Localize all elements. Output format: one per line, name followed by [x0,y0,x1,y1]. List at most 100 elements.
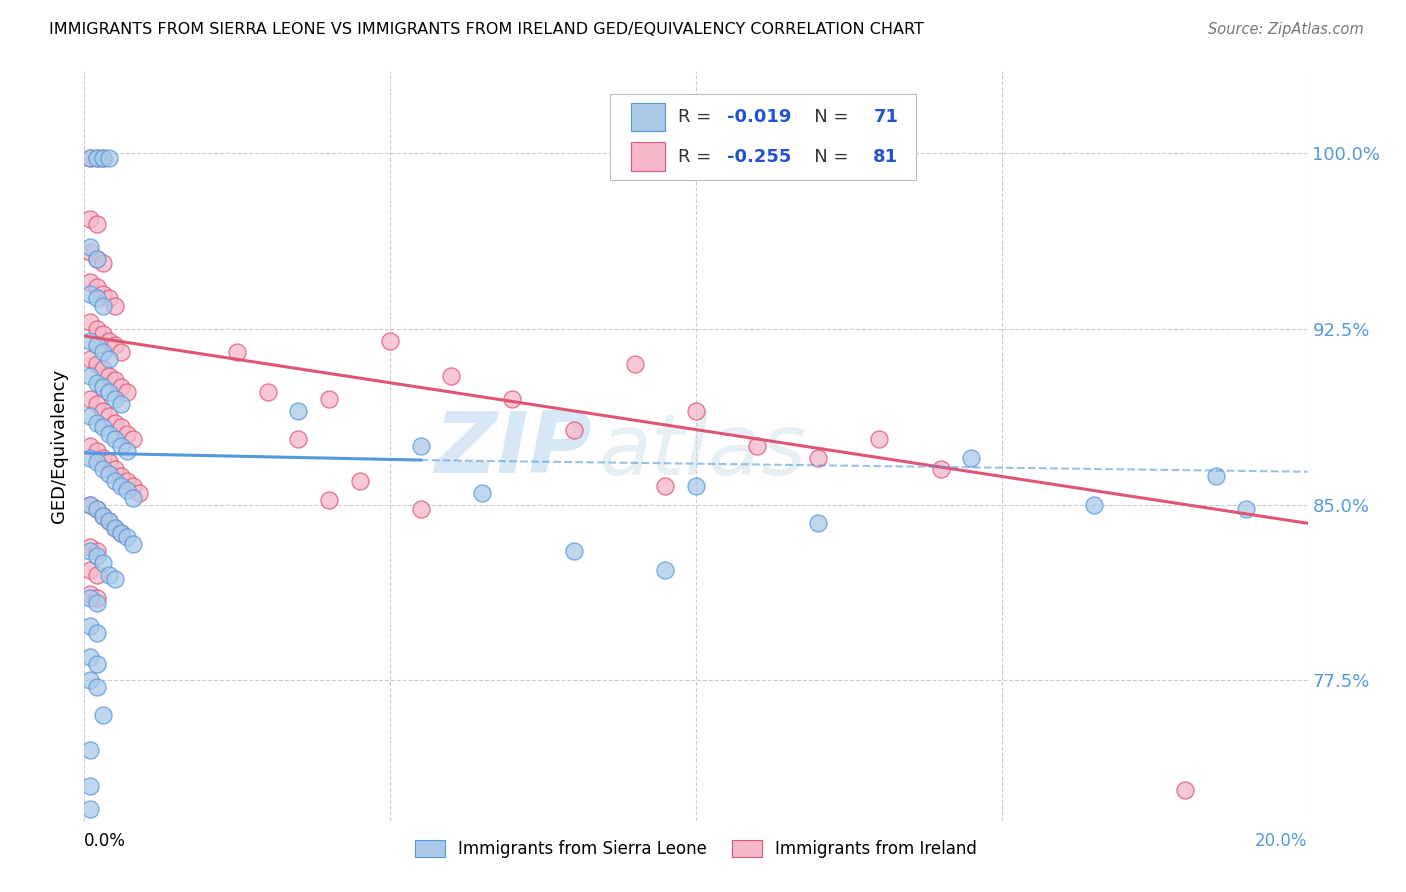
Point [654,479,676,493]
Point [91,256,114,270]
Point [122,432,145,446]
Point [929,462,952,476]
Point [257,385,280,400]
Point [97,455,120,469]
Point [91,380,114,394]
Point [86,252,108,266]
Point [409,439,432,453]
Point [86,322,108,336]
Point [86,397,108,411]
Point [91,326,114,341]
Point [110,380,132,394]
Point [380,334,402,348]
Point [79,779,101,793]
Point [97,385,120,400]
Text: -0.255: -0.255 [727,147,792,166]
Point [86,279,108,293]
Point [79,368,101,383]
Point [97,514,120,528]
Point [104,416,127,430]
Point [104,521,127,535]
Point [115,427,138,442]
Point [86,338,108,352]
Point [97,567,120,582]
Point [86,626,108,640]
Point [115,474,138,488]
Text: 0.0%: 0.0% [84,832,127,850]
Point [79,244,101,259]
Point [318,492,340,507]
Point [91,345,114,359]
Point [110,345,132,359]
Point [91,286,114,301]
Point [79,743,101,757]
Point [91,361,114,376]
Point [115,443,138,458]
Text: IMMIGRANTS FROM SIERRA LEONE VS IMMIGRANTS FROM IRELAND GED/EQUIVALENCY CORRELAT: IMMIGRANTS FROM SIERRA LEONE VS IMMIGRAN… [49,22,924,37]
Point [685,479,707,493]
Point [104,432,127,446]
Point [104,521,127,535]
Text: -0.019: -0.019 [727,108,792,127]
Text: 71: 71 [873,108,898,127]
FancyBboxPatch shape [631,103,665,131]
Text: ZIP: ZIP [434,409,592,491]
Point [79,498,101,512]
Point [97,151,120,165]
Point [79,409,101,423]
Point [287,432,309,446]
Point [79,563,101,577]
Point [562,423,585,437]
Point [79,450,101,465]
Point [122,479,145,493]
Text: Source: ZipAtlas.com: Source: ZipAtlas.com [1208,22,1364,37]
Point [110,439,132,453]
Point [409,502,432,516]
Point [104,373,127,387]
Point [110,397,132,411]
Point [110,525,132,540]
Point [91,404,114,418]
Point [86,502,108,516]
Point [86,657,108,671]
Point [122,537,145,551]
Point [86,544,108,558]
Point [104,338,127,352]
Point [115,530,138,544]
Point [91,509,114,524]
Point [128,485,150,500]
Point [685,404,707,418]
Point [91,556,114,570]
Point [97,368,120,383]
Point [97,514,120,528]
Point [349,474,371,488]
Point [104,462,127,476]
Point [115,483,138,498]
Point [97,467,120,481]
Point [960,450,983,465]
Point [91,509,114,524]
Point [79,586,101,600]
Point [869,432,891,446]
Point [79,544,101,558]
Point [79,591,101,606]
Point [91,151,114,165]
Point [79,649,101,664]
Point [86,567,108,582]
Point [86,443,108,458]
Point [86,680,108,694]
Legend: Immigrants from Sierra Leone, Immigrants from Ireland: Immigrants from Sierra Leone, Immigrants… [408,833,984,864]
Point [97,292,120,306]
Point [91,450,114,465]
Point [110,525,132,540]
Text: R =: R = [678,147,717,166]
Point [1236,502,1258,516]
Point [79,334,101,348]
Point [79,275,101,289]
Point [654,563,676,577]
Point [471,485,494,500]
Point [79,498,101,512]
Point [502,392,524,406]
Point [79,673,101,687]
Point [91,298,114,312]
